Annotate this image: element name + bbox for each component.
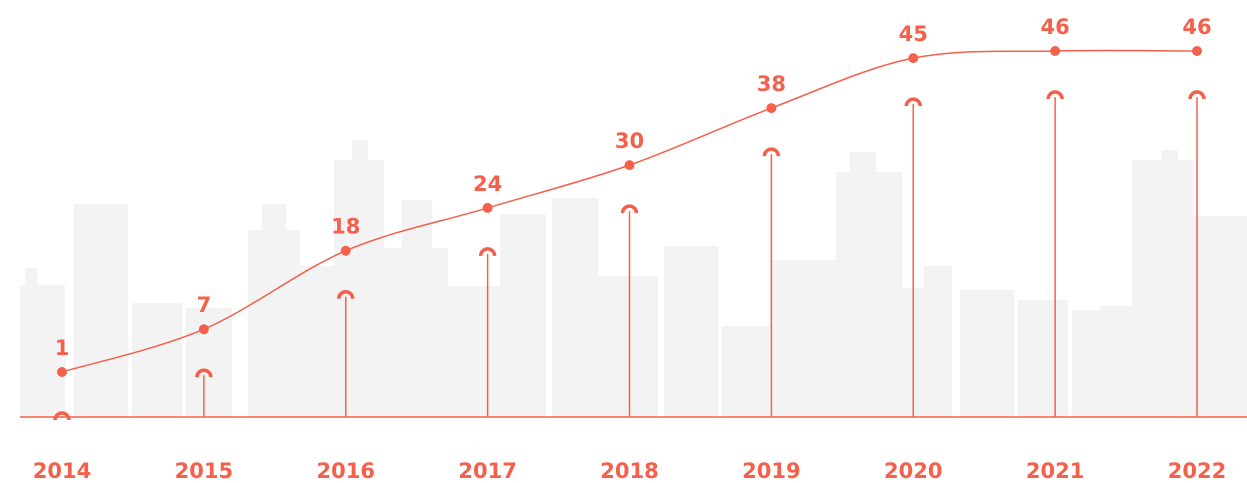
value-label: 18 [331, 215, 360, 239]
stem-cap [1188, 90, 1206, 100]
value-label: 46 [1041, 15, 1070, 39]
x-tick-label: 2014 [33, 459, 91, 483]
x-tick-label: 2018 [600, 459, 658, 483]
point [340, 245, 351, 256]
value-label: 46 [1182, 15, 1211, 39]
x-tick-label: 2017 [458, 459, 516, 483]
x-tick-label: 2021 [1026, 459, 1084, 483]
value-label: 38 [757, 72, 786, 96]
value-label: 1 [55, 336, 70, 360]
stem-cap [904, 97, 922, 107]
stem-cap [762, 147, 781, 157]
stem-cap [478, 247, 497, 257]
stem-cap [1046, 90, 1064, 100]
stem-cap [337, 290, 355, 299]
point [624, 160, 635, 171]
x-tick-label: 2020 [884, 459, 942, 483]
stem-cap [53, 411, 71, 421]
value-label: 45 [899, 22, 928, 46]
point [57, 367, 67, 377]
x-tick-label: 2022 [1168, 459, 1226, 483]
point [1192, 46, 1202, 56]
point [198, 324, 209, 335]
skyline-background [20, 140, 1247, 417]
stem-cap [620, 204, 639, 214]
x-tick-label: 2015 [175, 459, 233, 483]
point [908, 53, 919, 64]
value-label: 7 [197, 293, 212, 317]
stem-cap [195, 368, 213, 378]
value-label: 24 [473, 172, 502, 196]
x-tick-label: 2016 [317, 459, 375, 483]
point [1050, 46, 1061, 56]
value-label: 30 [615, 129, 644, 153]
point [482, 202, 493, 213]
point [766, 103, 777, 114]
x-tick-label: 2019 [742, 459, 800, 483]
